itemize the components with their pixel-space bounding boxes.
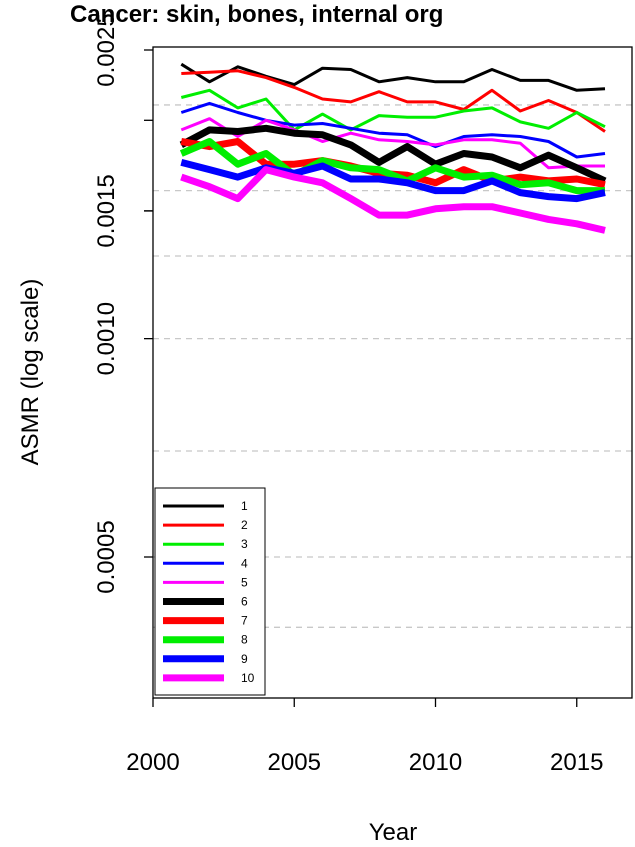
series-line-1 xyxy=(180,62,606,92)
legend-label-6: 6 xyxy=(241,595,248,609)
legend-box xyxy=(154,487,266,696)
legend-label-5: 5 xyxy=(241,575,248,589)
legend-label-9: 9 xyxy=(241,652,248,666)
x-tick-label: 2015 xyxy=(550,749,603,776)
series-line-3 xyxy=(180,88,606,132)
legend-label-1: 1 xyxy=(241,499,248,513)
legend: 1 2 3 4 5 6 7 8 9 10 xyxy=(154,487,266,696)
y-tick-label: 0.0010 xyxy=(93,302,120,375)
series-line-9 xyxy=(180,159,606,203)
series-lines xyxy=(179,62,607,234)
x-tick-label: 2000 xyxy=(126,749,179,776)
x-tick-label: 2010 xyxy=(409,749,462,776)
plot-frame xyxy=(152,46,633,699)
legend-label-2: 2 xyxy=(241,518,248,532)
series-line-2 xyxy=(181,69,606,133)
y-tick-label: 0.0025 xyxy=(93,13,120,86)
y-tick-label: 0.0015 xyxy=(93,174,120,247)
series-line-10 xyxy=(180,166,606,234)
legend-label-10: 10 xyxy=(241,671,255,685)
x-axis-label: Year xyxy=(369,819,418,846)
chart-title: Cancer: skin, bones, internal org xyxy=(70,1,443,28)
legend-label-8: 8 xyxy=(241,633,248,647)
series-line-4 xyxy=(180,101,606,159)
x-axis: 2000 2005 2010 2015 xyxy=(126,698,603,776)
legend-label-4: 4 xyxy=(241,556,248,570)
y-axis: 0.0005 0.0010 0.0015 0.0025 xyxy=(93,13,153,594)
series-line-8 xyxy=(179,138,605,195)
x-tick-label: 2005 xyxy=(268,749,321,776)
y-axis-label: ASMR (log scale) xyxy=(17,279,44,466)
y-tick-label: 0.0005 xyxy=(93,520,120,593)
series-line-6 xyxy=(179,124,607,185)
legend-label-3: 3 xyxy=(241,537,248,551)
legend-label-7: 7 xyxy=(241,614,248,628)
